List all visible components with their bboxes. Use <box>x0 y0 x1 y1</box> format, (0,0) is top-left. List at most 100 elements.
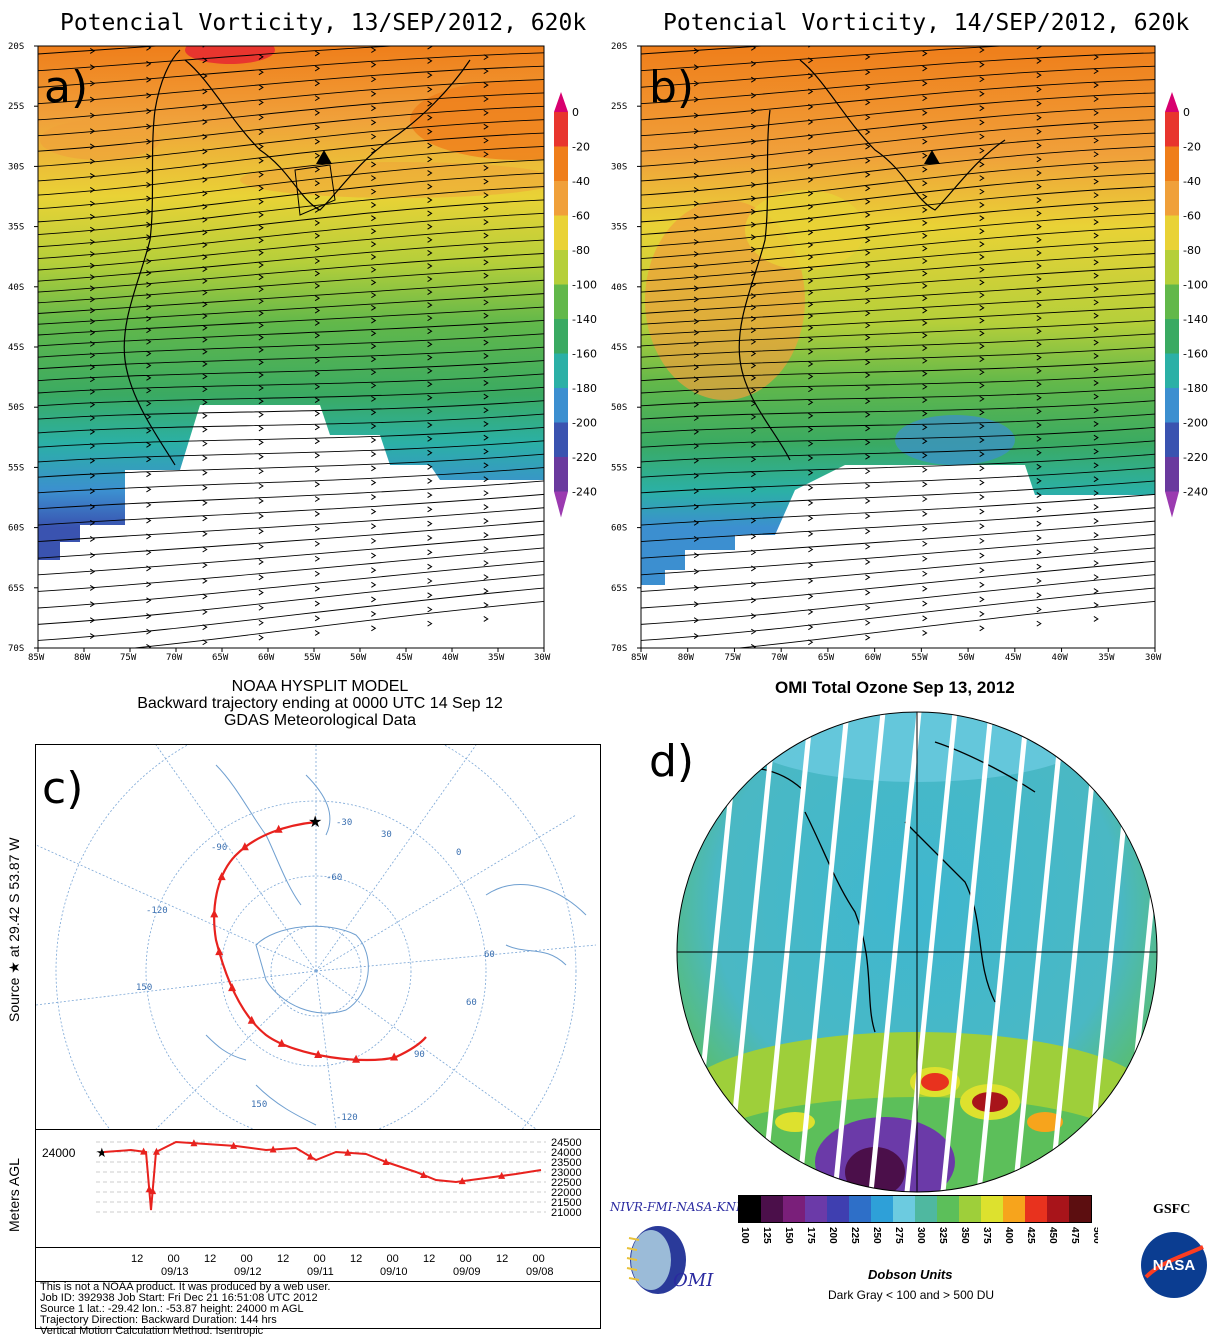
ozone-scale-swatch <box>937 1196 959 1222</box>
pv-map-panel-a: Potencial Vorticity, 13/SEP/2012, 620k <box>0 0 605 665</box>
lat-tick-label: 60S <box>8 524 24 534</box>
ozone-scale-swatch <box>871 1196 893 1222</box>
ozone-scale-label: 500 <box>1091 1227 1098 1244</box>
lat-tick-label: 30S <box>8 162 24 172</box>
svg-text:-120: -120 <box>336 1113 358 1123</box>
colorbar-segment <box>554 388 568 423</box>
lon-tick-label: 75W <box>120 653 137 663</box>
height-marker <box>149 1187 157 1195</box>
hour-tick: 12 <box>277 1253 289 1265</box>
height-axis-label: Meters AGL <box>6 1158 22 1232</box>
colorbar-label: -100 <box>572 279 597 292</box>
ozone-scale-label: 125 <box>761 1227 772 1244</box>
panel-d-label: d) <box>649 736 695 787</box>
hysplit-footer: This is not a NOAA product. It was produ… <box>35 1281 601 1337</box>
lat-tick-label: 45S <box>611 343 627 353</box>
lon-tick-label: 50W <box>350 653 367 663</box>
trajectory-map-svg: -30 -60 30 0 -90 -120 150 150 -120 90 60… <box>35 705 597 1232</box>
colorbar-label: -180 <box>1183 382 1208 395</box>
lon-tick-label: 60W <box>865 653 882 663</box>
colorbar-label: -240 <box>1183 486 1208 499</box>
date-tick: 09/08 <box>526 1266 554 1278</box>
ozone-scale-swatch <box>849 1196 871 1222</box>
ozone-scale: 100 125 150 175 200 225 250 275 300 325 350 375 400 4… <box>738 1195 1098 1305</box>
colorbar-bottom-arrow <box>554 491 568 518</box>
height-axis-tick: 23500 <box>551 1157 582 1169</box>
colorbar-bottom-arrow <box>1165 491 1179 518</box>
omi-credit: NIVR-FMI-NASA-KNMI <box>610 1200 754 1214</box>
colorbar-label: -220 <box>1183 451 1208 464</box>
hour-tick: 00 <box>314 1253 326 1265</box>
colorbar-segment <box>1165 388 1179 423</box>
lon-tick-label: 70W <box>771 653 788 663</box>
lon-tick-label: 50W <box>958 653 975 663</box>
height-marker <box>269 1145 277 1153</box>
source-marker <box>316 150 332 164</box>
colorbar-segment <box>1165 422 1179 457</box>
height-marker <box>190 1139 198 1147</box>
lon-tick-label: 35W <box>1098 653 1115 663</box>
ozone-scale-label: 325 <box>937 1227 948 1244</box>
ozone-scale-label: 250 <box>871 1227 882 1244</box>
date-tick: 09/11 <box>307 1266 334 1278</box>
lon-tick-label: 70W <box>166 653 183 663</box>
svg-text:60: 60 <box>484 950 495 960</box>
colorbar-label: -80 <box>572 244 590 257</box>
ozone-scale-label: 175 <box>805 1227 816 1244</box>
hour-tick: 12 <box>204 1253 216 1265</box>
height-profile-svg: 24000 ★ 24500240002350023000225002200021… <box>42 1137 582 1219</box>
lat-tick-label: 25S <box>611 102 627 112</box>
lat-tick-label: 70S <box>611 644 627 654</box>
height-marker <box>498 1171 506 1179</box>
hour-tick: 12 <box>350 1253 362 1265</box>
gsfc-label: GSFC <box>1153 1202 1191 1217</box>
lon-tick-label: 65W <box>212 653 229 663</box>
date-tick: 09/10 <box>380 1266 408 1278</box>
hour-tick: 00 <box>460 1253 472 1265</box>
ozone-scale-swatch <box>915 1196 937 1222</box>
colorbar-label: -160 <box>1183 348 1208 361</box>
trajectory-marker <box>277 1038 286 1047</box>
trajectory-marker <box>240 842 249 851</box>
lat-tick-label: 45S <box>8 343 24 353</box>
height-axis-tick: 23000 <box>551 1167 582 1179</box>
colorbar-label: -40 <box>1183 175 1201 188</box>
colorbar-segment <box>554 422 568 457</box>
lon-tick-label: 30W <box>1145 653 1162 663</box>
lon-tick-label: 85W <box>28 653 45 663</box>
time-axis: 12 00 12 00 12 00 12 00 12 00 12 00 09/13 09/12 09/11… <box>35 1247 601 1283</box>
svg-text:30: 30 <box>381 830 392 840</box>
colorbar-label: -240 <box>572 486 597 499</box>
svg-text:24000: 24000 <box>42 1146 76 1160</box>
colorbar-segment <box>1165 250 1179 285</box>
colorbar-segment <box>554 319 568 354</box>
lat-tick-label: 70S <box>8 644 24 654</box>
lat-tick-label: 50S <box>611 403 627 413</box>
hour-tick: 00 <box>387 1253 399 1265</box>
height-axis-tick: 21000 <box>551 1207 582 1219</box>
colorbar-segment <box>554 146 568 181</box>
ozone-scale-label: 275 <box>893 1227 904 1244</box>
ozone-scale-swatch <box>1003 1196 1025 1222</box>
svg-text:90: 90 <box>414 1050 425 1060</box>
lat-tick-label: 25S <box>8 102 24 112</box>
svg-text:-120: -120 <box>146 906 168 916</box>
trajectory-marker <box>352 1054 361 1063</box>
ozone-scale-swatch <box>739 1196 761 1222</box>
colorbar-label: -40 <box>572 175 590 188</box>
hysplit-title: NOAA HYSPLIT MODEL Backward trajectory e… <box>137 678 503 729</box>
colorbar-segment <box>554 181 568 216</box>
ozone-scale-swatch <box>761 1196 783 1222</box>
omi-panel-d: OMI Total Ozone Sep 13, 2012 <box>605 672 1211 1327</box>
ozone-scale-swatch <box>959 1196 981 1222</box>
lat-tick-label: 35S <box>8 223 24 233</box>
colorbar-segment <box>1165 353 1179 388</box>
omi-logo: OMI <box>623 1220 713 1300</box>
lon-tick-label: 80W <box>678 653 695 663</box>
colorbar-label: -20 <box>572 141 590 154</box>
lat-tick-label: 65S <box>8 584 24 594</box>
lon-tick-label: 80W <box>74 653 91 663</box>
height-marker <box>152 1147 160 1155</box>
height-trace <box>103 1140 542 1211</box>
date-tick: 09/09 <box>453 1266 481 1278</box>
